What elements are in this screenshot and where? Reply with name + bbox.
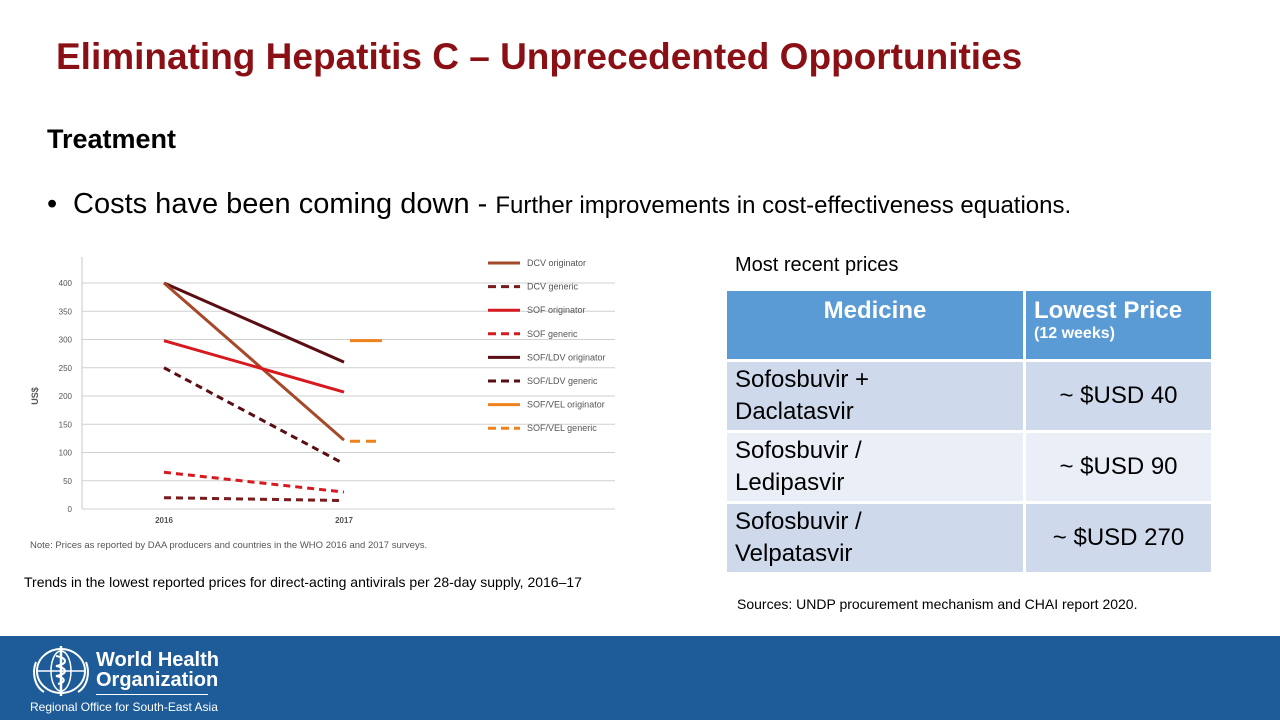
- legend-label: SOF/LDV generic: [527, 376, 598, 386]
- medicine-cell: Sofosbuvir / Ledipasvir: [724, 430, 1026, 504]
- legend-label: SOF/LDV originator: [527, 352, 606, 362]
- footer-divider: [96, 694, 208, 695]
- medicine-line1: Sofosbuvir /: [735, 437, 862, 464]
- y-tick-label: 400: [59, 279, 73, 288]
- slide-title: Eliminating Hepatitis C – Unprecedented …: [56, 36, 1023, 77]
- chart-caption: Trends in the lowest reported prices for…: [24, 574, 582, 590]
- y-axis-label: US$: [30, 387, 40, 405]
- header-medicine: Medicine: [724, 288, 1026, 362]
- header-price-period: (12 weeks): [1034, 325, 1115, 342]
- price-trend-chart: 0 50 100 150 200 250 300 350 400 US$ 2016 2017 DCV o…: [30, 257, 615, 550]
- y-tick-label: 350: [59, 307, 73, 316]
- regional-office-label: Regional Office for South-East Asia: [30, 700, 218, 714]
- legend-label: SOF generic: [527, 329, 578, 339]
- who-emblem-icon: [33, 646, 89, 696]
- y-tick-label: 200: [59, 392, 73, 401]
- y-tick-label: 100: [59, 449, 73, 458]
- series-line: [163, 470, 345, 494]
- series-line: [163, 281, 345, 442]
- recent-prices-label: Most recent prices: [735, 254, 899, 276]
- header-lowest-price: Lowest Price (12 weeks): [1023, 288, 1214, 362]
- section-heading: Treatment: [47, 124, 177, 154]
- medicine-line2: Ledipasvir: [735, 469, 845, 496]
- org-name-line1: World Health: [96, 649, 219, 671]
- medicine-line1: Sofosbuvir /: [735, 508, 862, 535]
- table-row: Sofosbuvir + Daclatasvir ~ $USD 40: [724, 359, 1214, 433]
- price-cell: ~ $USD 90: [1023, 430, 1214, 504]
- x-tick-label: 2017: [335, 516, 353, 525]
- bullet-point: • Costs have been coming down - Further i…: [47, 188, 1071, 221]
- legend-label: DCV originator: [527, 258, 586, 268]
- sources-note: Sources: UNDP procurement mechanism and …: [737, 596, 1138, 612]
- x-tick-label: 2016: [155, 516, 173, 525]
- y-tick-label: 50: [63, 477, 72, 486]
- medicine-line2: Daclatasvir: [735, 398, 854, 425]
- y-tick-label: 250: [59, 364, 73, 373]
- medicine-line1: Sofosbuvir +: [735, 366, 870, 393]
- series-line: [163, 496, 345, 503]
- y-tick-label: 150: [59, 420, 73, 429]
- organization-name: World Health Organization: [96, 650, 219, 690]
- medicine-cell: Sofosbuvir + Daclatasvir: [724, 359, 1026, 433]
- y-tick-label: 0: [68, 505, 73, 514]
- medicine-cell: Sofosbuvir / Velpatasvir: [724, 501, 1026, 575]
- y-tick-label: 300: [59, 336, 73, 345]
- series-line: [163, 281, 345, 364]
- price-cell: ~ $USD 40: [1023, 359, 1214, 433]
- table-row: Sofosbuvir / Velpatasvir ~ $USD 270: [724, 501, 1214, 575]
- legend-label: SOF/VEL generic: [527, 423, 597, 433]
- chart-note: Note: Prices as reported by DAA producer…: [30, 540, 427, 550]
- bullet-detail-text: Further improvements in cost-effectivene…: [495, 192, 1072, 219]
- bullet-marker: •: [47, 188, 58, 220]
- legend-label: SOF originator: [527, 305, 586, 315]
- bullet-main-text: Costs have been coming down -: [73, 188, 496, 220]
- price-table-header: Medicine Lowest Price (12 weeks): [724, 288, 1214, 362]
- series-line: [163, 366, 345, 466]
- legend-label: DCV generic: [527, 282, 579, 292]
- medicine-line2: Velpatasvir: [735, 540, 853, 567]
- org-name-line2: Organization: [96, 669, 219, 691]
- price-table: Medicine Lowest Price (12 weeks) Sofosbu…: [724, 288, 1214, 575]
- price-cell: ~ $USD 270: [1023, 501, 1214, 575]
- header-price-label: Lowest Price: [1034, 297, 1183, 324]
- footer-bar: World Health Organization Regional Offic…: [0, 636, 1280, 720]
- series-line: [163, 339, 345, 394]
- table-row: Sofosbuvir / Ledipasvir ~ $USD 90: [724, 430, 1214, 504]
- legend-label: SOF/VEL originator: [527, 400, 605, 410]
